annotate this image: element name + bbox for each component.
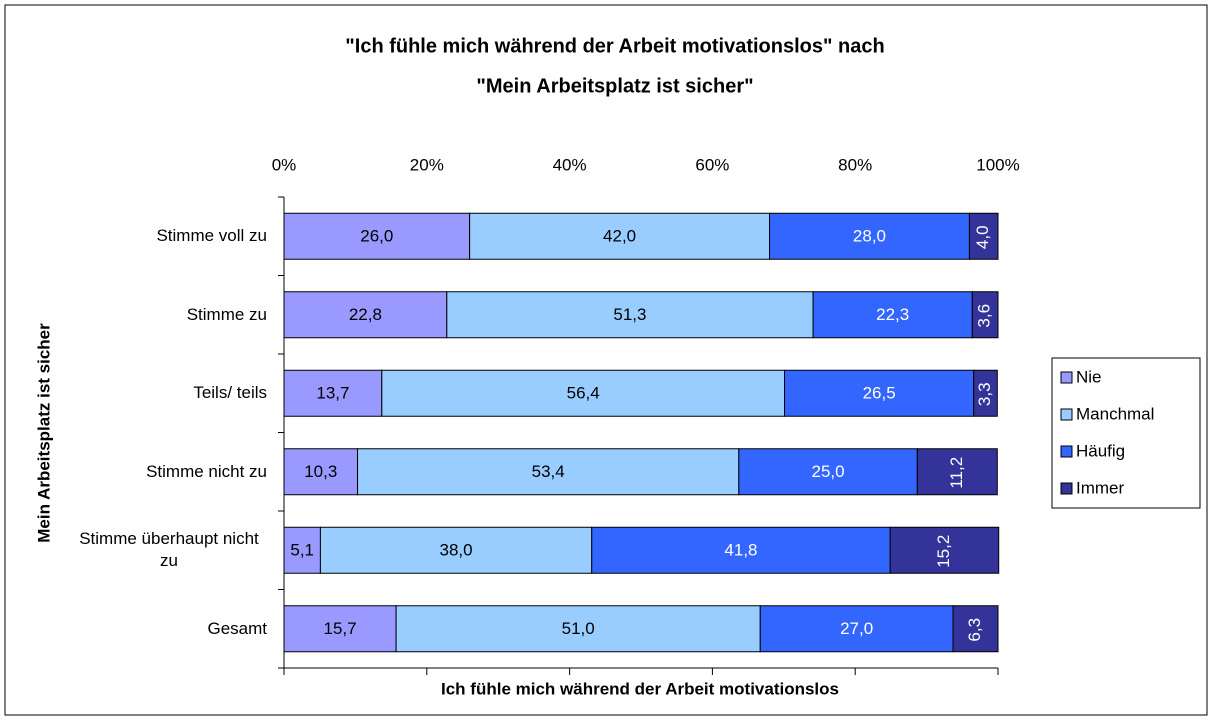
x-tick-label: 40%	[553, 155, 587, 174]
y-tick-label: Teils/ teils	[193, 383, 267, 403]
value-label: 26,5	[863, 384, 896, 403]
y-tick-label: Stimme nicht zu	[146, 461, 267, 481]
bar-segment	[784, 369, 975, 417]
bar-segment	[395, 605, 761, 653]
value-label: 51,3	[613, 305, 646, 324]
value-label: 3,3	[975, 382, 994, 406]
chart-title: "Mein Arbeitsplatz ist sicher"	[476, 75, 753, 97]
legend-swatch	[1060, 408, 1073, 421]
bar-segment	[591, 526, 891, 574]
bar-segment	[446, 291, 814, 339]
value-label: 13,7	[316, 384, 349, 403]
chart-border	[4, 4, 1208, 716]
x-axis-label: Ich fühle mich während der Arbeit motiva…	[441, 679, 839, 698]
bar-segment	[968, 212, 999, 260]
value-label: 22,3	[876, 305, 909, 324]
bar-segment	[769, 212, 970, 260]
bar-segment	[952, 605, 999, 653]
value-label: 27,0	[840, 619, 873, 638]
value-label: 26,0	[360, 227, 393, 246]
x-tick-label: 60%	[695, 155, 729, 174]
y-tick-label: Stimme zu	[186, 304, 267, 324]
y-tick-label: Stimme überhaupt nicht zu	[79, 529, 259, 571]
x-tick-label: 0%	[272, 155, 297, 174]
y-tick-label: Stimme voll zu	[156, 226, 267, 246]
value-label: 5,1	[290, 541, 314, 560]
bar-segment	[319, 526, 593, 574]
legend-label: Nie	[1076, 367, 1102, 386]
value-label: 41,8	[724, 541, 757, 560]
value-label: 56,4	[567, 384, 600, 403]
bar-segment	[283, 526, 321, 574]
chart-title: "Ich fühle mich während der Arbeit motiv…	[345, 35, 884, 57]
value-label: 38,0	[440, 541, 473, 560]
value-label: 22,8	[349, 305, 382, 324]
bar-segment	[357, 448, 740, 496]
value-label: 3,6	[975, 304, 994, 328]
legend-swatch	[1060, 482, 1073, 495]
y-tick-label: Gesamt	[207, 618, 267, 638]
bar-segment	[812, 291, 973, 339]
legend-label: Immer	[1076, 478, 1125, 497]
bar-segment	[283, 291, 448, 339]
legend-swatch	[1060, 445, 1073, 458]
value-label: 53,4	[532, 462, 565, 481]
legend-label: Häufig	[1076, 441, 1125, 460]
legend-box	[1051, 357, 1201, 509]
x-tick-label: 100%	[976, 155, 1019, 174]
legend-swatch	[1060, 371, 1073, 384]
value-label: 28,0	[853, 227, 886, 246]
bar-segment	[971, 291, 999, 339]
value-label: 11,2	[947, 457, 966, 489]
y-axis-label: Mein Arbeitsplatz ist sicher	[34, 323, 53, 543]
bar-segment	[973, 369, 998, 417]
bar-segment	[738, 448, 918, 496]
bar-segment	[381, 369, 786, 417]
value-label: 4,0	[973, 225, 992, 249]
bar-segment	[283, 369, 383, 417]
value-label: 10,3	[304, 462, 337, 481]
x-tick-label: 80%	[838, 155, 872, 174]
bar-segment	[469, 212, 771, 260]
value-label: 15,7	[324, 619, 357, 638]
value-label: 51,0	[562, 619, 595, 638]
bar-segment	[283, 605, 397, 653]
value-label: 25,0	[812, 462, 845, 481]
x-tick-label: 20%	[410, 155, 444, 174]
value-label: 15,2	[934, 535, 953, 568]
bar-segment	[283, 448, 359, 496]
value-label: 6,3	[965, 618, 984, 642]
legend-label: Manchmal	[1076, 404, 1154, 423]
bar-segment	[889, 526, 1000, 574]
bar-segment	[759, 605, 954, 653]
value-label: 42,0	[603, 227, 636, 246]
bar-segment	[916, 448, 998, 496]
